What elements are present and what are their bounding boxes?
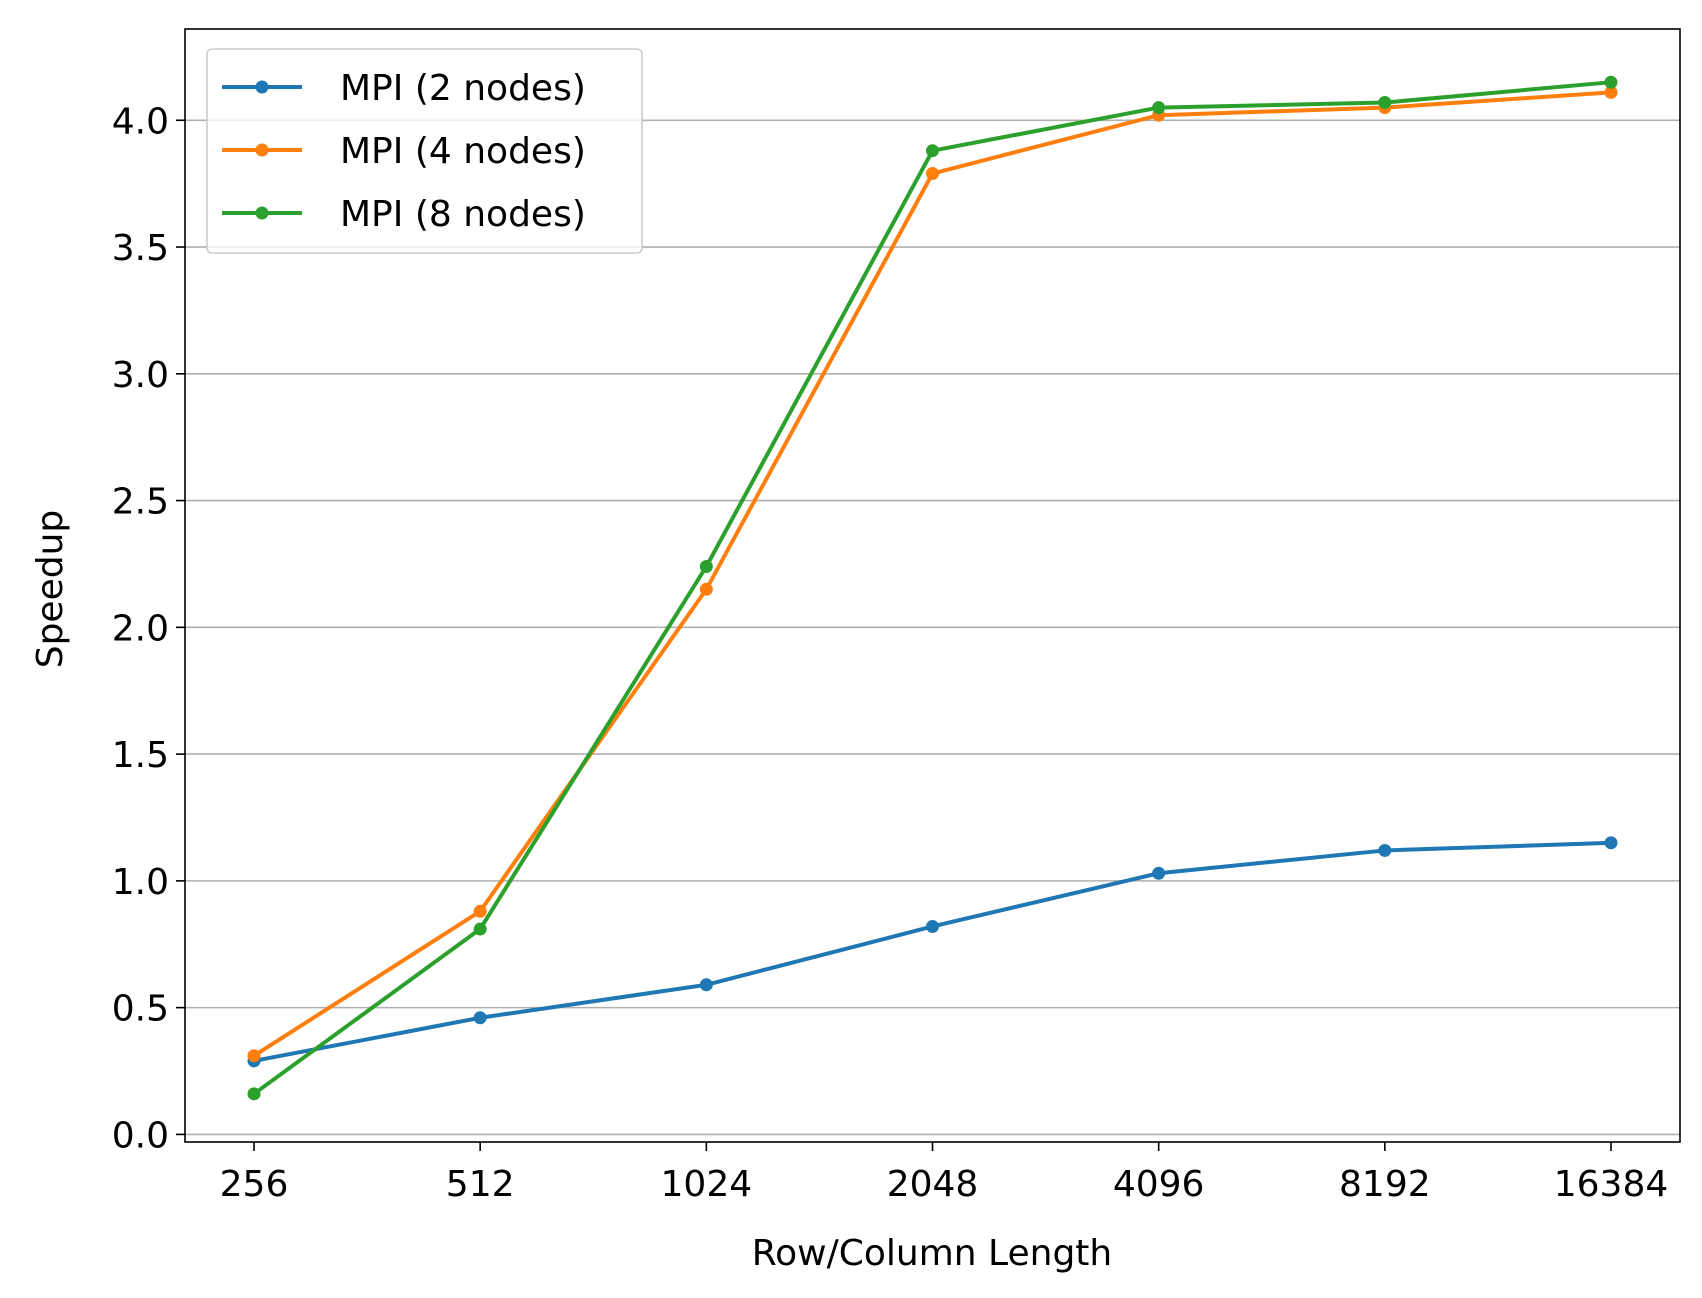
data-point	[1152, 101, 1166, 115]
data-point	[926, 144, 939, 158]
y-tick-label: 3.5	[112, 228, 169, 269]
x-axis: 256 512 1024 2048 4096 8192 16384	[220, 1142, 1669, 1205]
y-tick-label: 1.5	[112, 735, 169, 776]
y-tick-label: 1.0	[112, 862, 169, 903]
x-tick-label: 2048	[887, 1164, 979, 1205]
y-tick-label: 0.5	[112, 989, 169, 1030]
y-tick-label: 0.0	[112, 1115, 169, 1156]
data-point	[1604, 85, 1618, 99]
data-point	[247, 1049, 261, 1063]
legend: MPI (2 nodes) MPI (4 nodes) MPI (8 nodes)	[206, 48, 643, 254]
data-point	[1604, 836, 1618, 850]
x-axis-label: Row/Column Length	[752, 1233, 1112, 1274]
x-tick-label: 1024	[661, 1164, 753, 1205]
data-point	[247, 1087, 261, 1101]
legend-label: MPI (8 nodes)	[340, 194, 586, 235]
legend-label: MPI (4 nodes)	[340, 131, 586, 172]
x-tick-label: 256	[220, 1164, 289, 1205]
legend-item: MPI (8 nodes)	[222, 194, 586, 235]
y-tick-label: 2.5	[112, 482, 169, 523]
x-tick-label: 4096	[1113, 1164, 1205, 1205]
data-point	[1152, 866, 1166, 880]
legend-label: MPI (2 nodes)	[340, 68, 586, 109]
x-tick-label: 8192	[1339, 1164, 1431, 1205]
y-tick-label: 4.0	[112, 101, 169, 142]
y-axis: 0.0 0.5 1.0 1.5 2.0 2.5 3.0 3.5 4.0	[112, 101, 185, 1156]
grid-layer	[185, 119, 1680, 1136]
data-point	[699, 559, 713, 573]
data-point	[473, 1011, 487, 1025]
data-point	[1604, 75, 1618, 89]
data-point	[1378, 843, 1392, 857]
series-layer	[247, 75, 1618, 1101]
data-point	[699, 978, 713, 992]
legend-marker	[255, 80, 269, 94]
data-point	[699, 582, 713, 596]
legend-item: MPI (4 nodes)	[222, 131, 586, 172]
series-line	[251, 840, 1614, 1064]
data-point	[473, 904, 487, 918]
y-axis-label: Speedup	[30, 510, 71, 669]
y-tick-label: 2.0	[112, 608, 169, 649]
data-point	[1378, 96, 1392, 110]
data-point	[473, 922, 487, 936]
data-point	[926, 167, 939, 181]
legend-marker	[255, 206, 269, 220]
series-3	[247, 75, 1618, 1101]
legend-marker	[255, 143, 269, 157]
x-tick-label: 512	[446, 1164, 515, 1205]
data-point	[926, 919, 939, 933]
legend-item: MPI (2 nodes)	[222, 68, 586, 109]
x-tick-label: 16384	[1554, 1164, 1669, 1205]
series-1	[247, 836, 1618, 1068]
legend-box	[206, 48, 643, 254]
y-tick-label: 3.0	[112, 355, 169, 396]
